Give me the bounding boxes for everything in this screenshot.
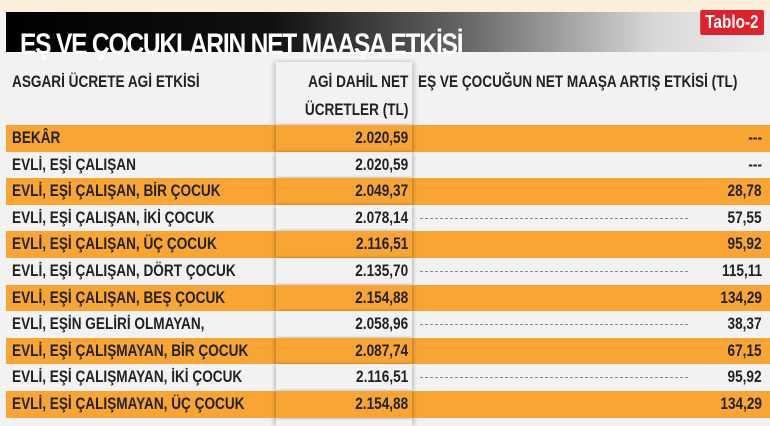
dashed-leader [420, 377, 688, 379]
row-net-wage: 2.078,14 [355, 207, 408, 227]
row-net-wage: 2.116,51 [355, 234, 408, 254]
header-net-wage-line1: AGİ DAHİL NET [307, 72, 408, 91]
row-label: EVLİ, EŞİ ÇALIŞAN, BİR ÇOCUK [12, 181, 221, 201]
row-net-wage: 2.058,96 [355, 314, 408, 334]
row-label: EVLİ, EŞİ ÇALIŞAN, BEŞ ÇOCUK [12, 287, 226, 307]
row-effect: 95,92 [727, 367, 762, 387]
row-net-wage: 2.049,37 [355, 181, 408, 201]
table-tag: Tablo-2 [700, 10, 764, 35]
row-effect: 134,29 [720, 393, 762, 413]
table-row: EVLİ, EŞİ ÇALIŞMAYAN, BİR ÇOCUK 2.087,74 6… [6, 337, 770, 365]
row-effect: 134,29 [720, 287, 762, 307]
title-bar: EŞ VE ÇOCUKLARIN NET MAAŞA ETKİSİ [6, 12, 770, 61]
row-net-wage: 2.116,51 [355, 367, 408, 387]
table-row: EVLİ, EŞİ ÇALIŞAN, BİR ÇOCUK 2.049,37 28,7… [6, 178, 770, 205]
row-effect: 95,92 [727, 234, 762, 254]
row-effect: --- [748, 128, 762, 147]
dashed-leader [420, 270, 688, 272]
dashed-leader [420, 324, 688, 326]
table-row: BEKÂR 2.020,59 --- [6, 125, 770, 152]
row-net-wage: 2.087,74 [355, 340, 408, 360]
table-row: EVLİ, EŞİ ÇALIŞMAYAN, İKİ ÇOCUK 2.116,51 9… [6, 364, 770, 391]
row-effect: --- [748, 154, 762, 174]
header-category: ASGARİ ÜCRETE AGİ ETKİSİ [12, 72, 200, 91]
row-net-wage: 2.154,88 [355, 393, 408, 413]
row-label: EVLİ, EŞİ ÇALIŞAN, İKİ ÇOCUK [12, 207, 215, 227]
row-net-wage: 2.020,59 [355, 128, 408, 147]
top-band [0, 0, 770, 11]
row-effect: 57,55 [727, 207, 762, 227]
page-title: EŞ VE ÇOCUKLARIN NET MAAŞA ETKİSİ [20, 28, 464, 61]
table-body: BEKÂR 2.020,59 --- EVLİ, EŞİ ÇALIŞAN 2.020,5… [6, 125, 770, 418]
row-net-wage: 2.020,59 [355, 154, 408, 174]
row-effect: 38,37 [727, 314, 762, 334]
row-label: EVLİ, EŞİN GELİRİ OLMAYAN, [12, 314, 205, 334]
row-effect: 67,15 [727, 340, 762, 360]
table-row: EVLİ, EŞİ ÇALIŞAN, ÜÇ ÇOCUK 2.116,51 95,92 [6, 231, 770, 258]
table-row: EVLİ, EŞİ ÇALIŞAN, DÖRT ÇOCUK 2.135,70 115… [6, 257, 770, 285]
table-row: EVLİ, EŞİ ÇALIŞMAYAN, ÜÇ ÇOCUK 2.154,88 13… [6, 390, 770, 418]
header-net-wage-line2: ÜCRETLER (TL) [304, 100, 409, 119]
table-row: EVLİ, EŞİN GELİRİ OLMAYAN, 2.058,96 38,37 [6, 311, 770, 338]
table-row: EVLİ, EŞİ ÇALIŞAN, İKİ ÇOCUK 2.078,14 57,5… [6, 204, 770, 232]
row-effect: 28,78 [727, 181, 762, 201]
row-label: EVLİ, EŞİ ÇALIŞMAYAN, ÜÇ ÇOCUK [12, 393, 245, 413]
row-net-wage: 2.154,88 [355, 287, 408, 307]
table-row: EVLİ, EŞİ ÇALIŞAN 2.020,59 --- [6, 151, 770, 179]
header-net-wage: AGİ DAHİL NET ÜCRETLER (TL) [305, 68, 409, 124]
row-net-wage: 2.135,70 [355, 260, 408, 280]
header-effect: EŞ VE ÇOCUĞUN NET MAAŞA ARTIŞ ETKİSİ (TL… [418, 72, 738, 91]
row-effect: 115,11 [721, 260, 762, 280]
row-label: EVLİ, EŞİ ÇALIŞAN, DÖRT ÇOCUK [12, 260, 236, 280]
row-label: EVLİ, EŞİ ÇALIŞAN, ÜÇ ÇOCUK [12, 234, 217, 254]
row-label: EVLİ, EŞİ ÇALIŞAN [12, 154, 136, 174]
row-label: EVLİ, EŞİ ÇALIŞMAYAN, BİR ÇOCUK [12, 340, 249, 360]
row-label: EVLİ, EŞİ ÇALIŞMAYAN, İKİ ÇOCUK [12, 367, 243, 387]
table-row: EVLİ, EŞİ ÇALIŞAN, BEŞ ÇOCUK 2.154,88 134,… [6, 284, 770, 312]
dashed-leader [420, 217, 688, 219]
row-label: BEKÂR [12, 128, 61, 147]
